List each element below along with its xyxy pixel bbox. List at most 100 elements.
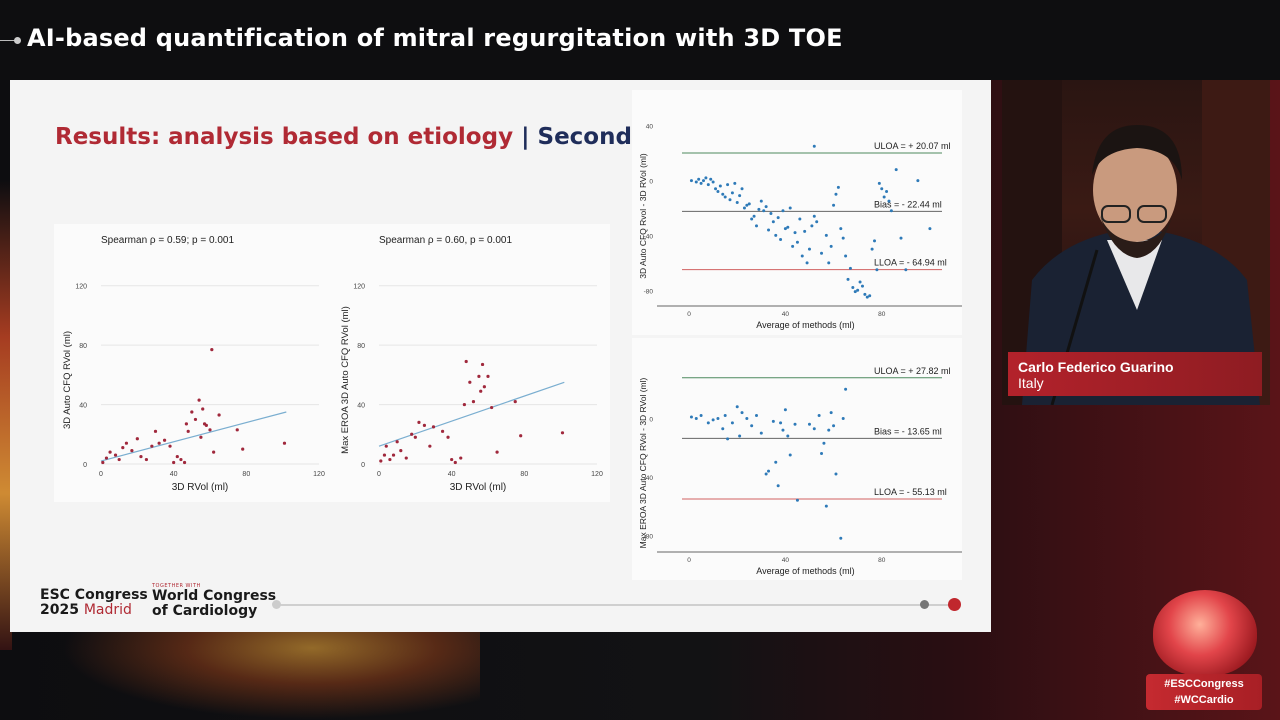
data-point [791, 244, 795, 248]
esc-congress-logo: ESC Congress 2025 Madrid [40, 588, 148, 618]
scatter-panel-2: 0 40 80 120 0 40 80 120 Spearman ρ = 0.60, p = 0… [332, 224, 610, 502]
y-tick-label: 120 [75, 284, 87, 291]
data-point [723, 195, 727, 199]
data-point [726, 437, 730, 441]
data-point [776, 484, 780, 488]
limit-line-label: ULOA = + 20.07 ml [874, 141, 951, 151]
data-point [738, 434, 742, 438]
data-point [113, 453, 118, 457]
data-point [379, 459, 383, 463]
data-point [726, 183, 730, 187]
data-point [841, 236, 845, 240]
speaker-shirt [1107, 240, 1162, 310]
data-point [776, 216, 780, 220]
data-point [730, 421, 734, 425]
data-point [750, 424, 754, 428]
data-point [738, 194, 742, 198]
speaker-hair [1092, 125, 1182, 180]
regression-line [378, 381, 565, 447]
data-point [391, 453, 396, 457]
wcc-together-with: TOGETHER WITH [152, 583, 201, 589]
bland-altman-chart-1: 40 0 -40 -80 0 40 80 ULOA = + 20.07 ml Bias = - … [638, 124, 962, 330]
y-tick-label: 80 [357, 343, 365, 350]
data-point [844, 387, 848, 391]
data-point [827, 428, 831, 432]
y-axis-label: 3D Auto CFQ RVol (ml) [62, 331, 73, 429]
y-tick-label: 40 [646, 124, 654, 131]
x-tick-label: 80 [878, 557, 886, 564]
speaker-country: Italy [1018, 375, 1044, 391]
speaker-beard [1098, 210, 1174, 258]
background-glow-left [0, 180, 12, 650]
data-point [887, 199, 891, 203]
data-point [836, 185, 840, 189]
data-point [752, 214, 756, 218]
y-tick-label: -80 [644, 533, 654, 540]
x-tick-label: 80 [520, 471, 528, 478]
data-point [759, 431, 763, 435]
data-point [839, 227, 843, 231]
data-point [706, 183, 710, 187]
scatter-chart-2: 0 40 80 120 0 40 80 120 Spearman ρ = 0.60, p = 0… [340, 235, 603, 493]
data-point [822, 441, 826, 445]
limit-line-label: LLOA = - 55.13 ml [874, 487, 947, 497]
data-point [805, 261, 809, 265]
data-point [479, 389, 483, 393]
data-point [788, 453, 792, 457]
data-point [803, 229, 807, 233]
data-point [824, 233, 828, 237]
hashtag-wccardio: #WCCardio [1174, 694, 1234, 706]
x-tick-label: 0 [687, 311, 691, 318]
slide-heading-separator: | [521, 124, 530, 150]
data-point [217, 413, 221, 417]
x-tick-label: 0 [687, 557, 691, 564]
x-tick-label: 80 [878, 311, 886, 318]
slide-heading-main: Results: analysis based on etiology [55, 124, 514, 150]
data-point [201, 407, 205, 411]
data-point [875, 268, 879, 272]
esc-globe-logo [1153, 590, 1257, 676]
hashtag-badge: #ESCCongress #WCCardio [1146, 674, 1262, 710]
data-point [450, 457, 454, 462]
progress-end-dot [948, 598, 961, 611]
data-point [477, 374, 481, 378]
data-point [495, 450, 499, 454]
y-axis-label: Max EROA 3D Auto CFQ RVol - 3D RVol (ml) [638, 377, 648, 548]
data-point [868, 294, 872, 298]
slide-progress-track [276, 604, 956, 606]
data-point [764, 205, 768, 209]
data-point [706, 421, 710, 425]
data-point [870, 247, 874, 251]
data-point [754, 224, 758, 228]
data-point [754, 414, 758, 418]
data-point [783, 227, 787, 231]
data-point [728, 198, 732, 202]
x-tick-label: 40 [782, 311, 790, 318]
data-point [839, 536, 843, 540]
data-point [428, 444, 432, 448]
y-tick-label: 120 [353, 284, 365, 291]
y-tick-label: 40 [357, 403, 365, 410]
data-point [704, 176, 708, 180]
data-point [807, 422, 811, 426]
data-point [404, 456, 408, 460]
data-point [399, 449, 403, 453]
data-point [124, 441, 129, 445]
data-point [210, 348, 214, 352]
x-tick-label: 120 [313, 471, 325, 478]
data-point [846, 277, 850, 281]
data-point [783, 408, 787, 412]
data-point [714, 187, 718, 191]
data-point [431, 425, 436, 429]
data-point [877, 181, 881, 185]
data-point [827, 261, 831, 265]
data-point [781, 428, 785, 432]
data-point [486, 374, 490, 378]
correlation-annotation: Spearman ρ = 0.59; p = 0.001 [101, 235, 234, 246]
bland-altman-chart-2: 0 -40 -80 0 40 80 ULOA = + 27.82 ml Bias = - 13… [638, 366, 962, 576]
y-tick-label: 0 [649, 416, 653, 423]
data-point [812, 214, 816, 218]
data-point [711, 418, 715, 422]
data-point [786, 225, 790, 229]
x-tick-label: 0 [99, 471, 103, 478]
